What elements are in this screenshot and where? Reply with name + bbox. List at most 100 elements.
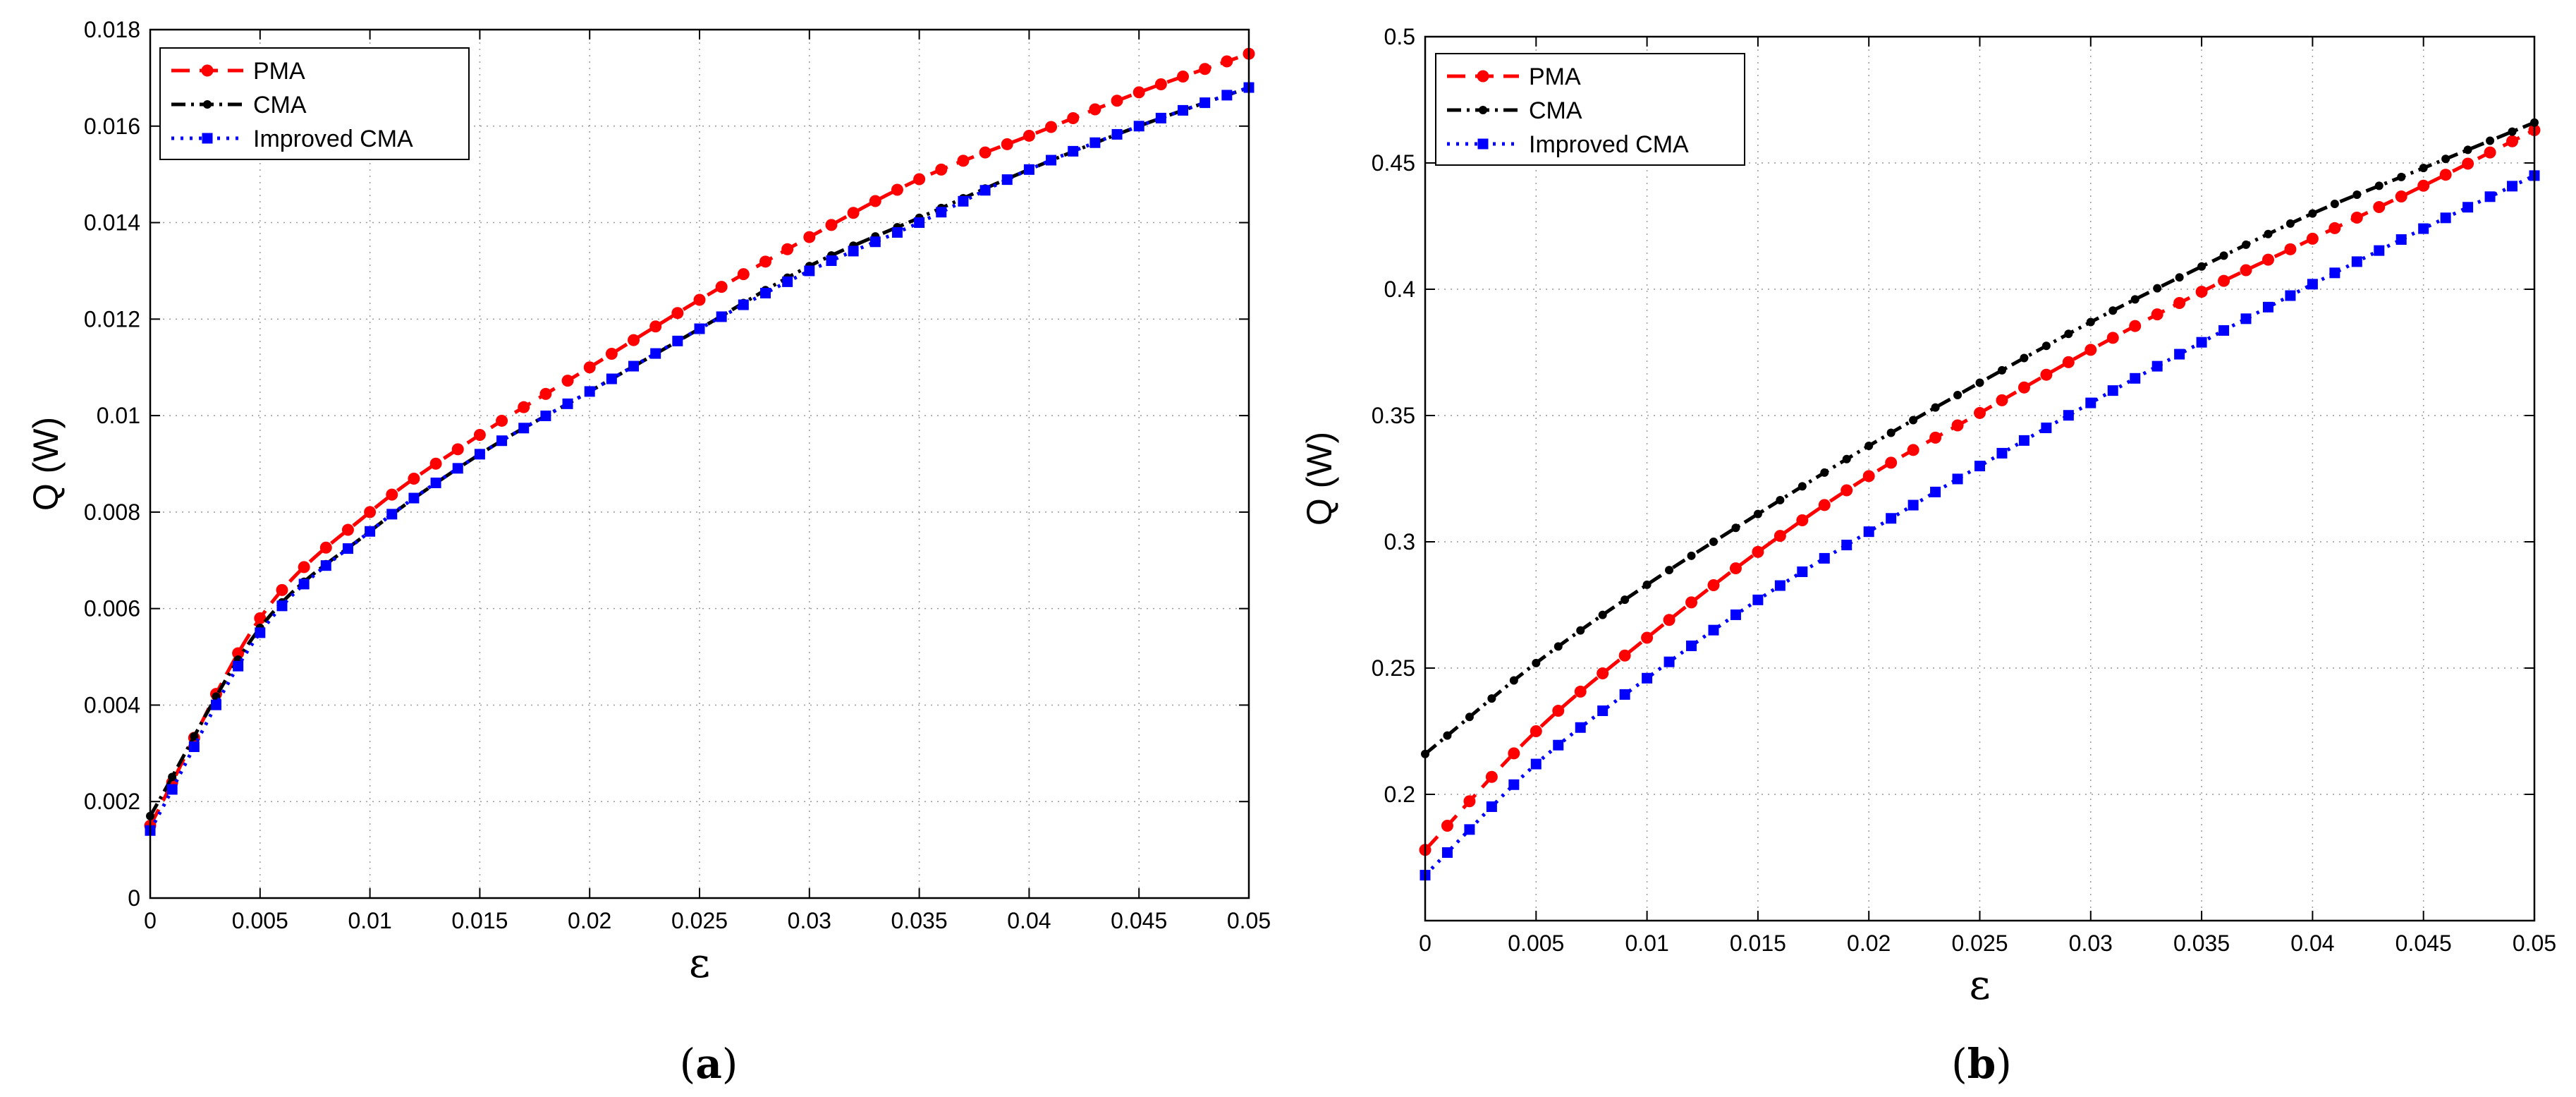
- data-point-improved-cma: [1642, 672, 1653, 684]
- data-point-improved-cma: [2307, 279, 2318, 290]
- legend-label: Improved CMA: [1529, 131, 1689, 158]
- data-point-improved-cma: [1708, 624, 1719, 636]
- data-point-pma: [1133, 86, 1145, 99]
- legend-entry-improved-cma: Improved CMA: [1447, 131, 1689, 158]
- data-point-pma: [869, 195, 881, 207]
- data-point-cma: [1509, 676, 1518, 685]
- data-point-cma: [1532, 658, 1541, 667]
- data-point-pma: [1885, 456, 1898, 469]
- data-point-improved-cma: [2285, 290, 2296, 301]
- data-point-pma: [2484, 146, 2496, 159]
- data-point-cma: [1642, 580, 1652, 589]
- data-point-improved-cma: [1133, 121, 1144, 132]
- data-point-pma: [364, 506, 377, 519]
- y-tick-label: 0.002: [84, 789, 140, 814]
- legend-label: PMA: [1529, 63, 1581, 90]
- data-point-improved-cma: [166, 784, 178, 795]
- data-point-improved-cma: [1441, 847, 1453, 858]
- data-point-pma: [737, 268, 750, 281]
- data-point-cma: [2020, 353, 2029, 363]
- series-improved-cma: [145, 82, 1255, 836]
- x-tick-label: 0.02: [1847, 931, 1891, 956]
- panel-a-label-letter: a: [695, 1040, 722, 1088]
- data-point-pma: [649, 320, 662, 333]
- data-point-pma: [232, 647, 245, 660]
- data-point-cma: [2108, 306, 2118, 315]
- data-point-improved-cma: [1553, 739, 1564, 751]
- data-point-improved-cma: [891, 226, 903, 238]
- data-point-improved-cma: [782, 276, 793, 287]
- data-point-cma: [1753, 509, 1762, 519]
- data-point-pma: [935, 163, 948, 176]
- data-point-cma: [1797, 482, 1807, 491]
- legend-marker: [202, 133, 213, 144]
- data-point-pma: [1221, 55, 1233, 68]
- data-point-cma: [1620, 595, 1630, 605]
- legend-label: CMA: [253, 92, 307, 119]
- x-tick-label: 0.005: [1508, 931, 1564, 956]
- data-point-pma: [1951, 419, 1964, 432]
- data-point-pma: [1508, 747, 1520, 760]
- data-point-improved-cma: [1863, 526, 1874, 538]
- data-point-pma: [847, 207, 860, 219]
- data-point-pma: [1907, 444, 1919, 456]
- data-point-pma: [605, 347, 618, 360]
- x-tick-label: 0.04: [1007, 908, 1051, 933]
- panel-a-label-open: (: [680, 1040, 696, 1088]
- data-point-pma: [1023, 129, 1035, 142]
- y-tick-label: 0.006: [84, 596, 140, 622]
- data-point-pma: [2151, 308, 2163, 321]
- data-point-pma: [583, 361, 596, 374]
- data-point-improved-cma: [2262, 301, 2273, 313]
- data-point-improved-cma: [1974, 461, 1985, 472]
- y-tick-label: 0.4: [1384, 277, 1415, 302]
- data-point-pma: [2506, 135, 2519, 147]
- data-point-pma: [2261, 253, 2274, 266]
- data-point-pma: [1685, 596, 1698, 609]
- data-point-pma: [1574, 685, 1587, 698]
- x-tick-label: 0.025: [671, 908, 728, 933]
- data-point-pma: [2062, 356, 2075, 368]
- data-point-improved-cma: [1200, 97, 1211, 109]
- panel-b-label: (b): [1951, 1040, 2012, 1088]
- data-point-improved-cma: [430, 477, 441, 488]
- data-point-cma: [2219, 251, 2228, 260]
- data-point-improved-cma: [255, 627, 266, 638]
- series-cma: [1421, 118, 2539, 758]
- data-point-improved-cma: [2351, 256, 2362, 267]
- legend-entry-cma: CMA: [1447, 97, 1582, 124]
- data-point-pma: [1841, 484, 1853, 497]
- y-tick-label: 0.35: [1372, 403, 1415, 428]
- data-point-improved-cma: [804, 265, 815, 277]
- data-point-pma: [715, 281, 728, 293]
- data-point-pma: [2018, 381, 2030, 394]
- data-point-improved-cma: [1221, 90, 1233, 101]
- data-point-cma: [2064, 329, 2073, 339]
- x-tick-label: 0.035: [2173, 931, 2230, 956]
- data-point-cma: [1886, 428, 1896, 437]
- y-tick-label: 0.2: [1384, 782, 1415, 807]
- data-point-improved-cma: [1597, 705, 1609, 717]
- data-point-improved-cma: [2329, 267, 2340, 279]
- data-point-pma: [1818, 499, 1831, 511]
- data-point-improved-cma: [869, 236, 881, 248]
- data-point-pma: [254, 612, 267, 624]
- y-tick-label: 0.3: [1384, 529, 1415, 554]
- data-point-improved-cma: [1023, 164, 1034, 175]
- data-point-pma: [781, 243, 794, 255]
- data-point-improved-cma: [342, 543, 353, 554]
- data-point-improved-cma: [1508, 779, 1520, 790]
- data-point-improved-cma: [628, 360, 640, 372]
- data-point-improved-cma: [1619, 689, 1630, 700]
- data-point-pma: [2129, 320, 2142, 332]
- data-point-pma: [1089, 103, 1101, 116]
- data-point-pma: [2173, 296, 2186, 309]
- data-point-cma: [1687, 551, 1696, 560]
- x-axis-label: ε: [1969, 961, 1990, 1009]
- data-point-improved-cma: [2418, 223, 2429, 234]
- data-point-improved-cma: [2484, 191, 2496, 202]
- data-point-cma: [2330, 200, 2339, 209]
- x-tick-label: 0.025: [1951, 931, 2008, 956]
- data-point-cma: [2486, 136, 2495, 145]
- data-point-pma: [1441, 820, 1453, 832]
